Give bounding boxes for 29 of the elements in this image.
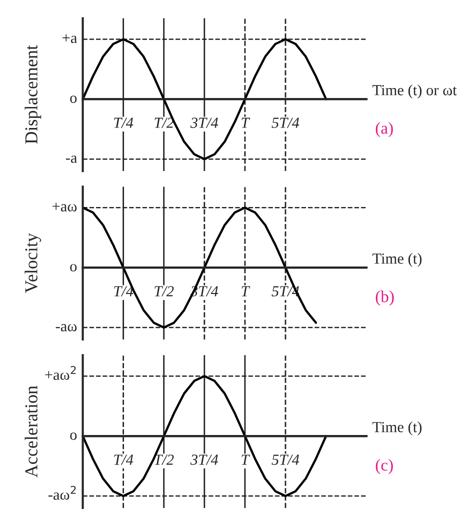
- x-tick-label: T: [242, 118, 250, 128]
- x-tick-label: 3T/4: [190, 118, 218, 128]
- x-tick-label: T/2: [154, 286, 174, 296]
- x-tick-label: T: [242, 286, 250, 296]
- x-tick-label: T/4: [114, 118, 134, 128]
- y-axis-title: Displacement: [24, 45, 42, 144]
- x-axis-title: Time (t): [372, 421, 422, 436]
- ref-line-label: -aω: [56, 324, 77, 332]
- x-tick-label: T/4: [114, 454, 134, 465]
- x-tick-label: 3T/4: [190, 454, 218, 465]
- x-tick-label: T/2: [154, 454, 174, 465]
- text: (b): [376, 290, 394, 306]
- ref-line-label: o: [70, 432, 77, 440]
- ref-line-label: +a: [62, 34, 78, 44]
- ref-line-label: -a: [66, 156, 78, 163]
- text: (c): [376, 458, 393, 474]
- text: (a): [376, 122, 393, 138]
- x-tick-label: 5T/4: [272, 454, 300, 465]
- y-axis-title: Acceleration: [24, 386, 38, 478]
- ref-line-label: +aω$^{2}$: [45, 366, 76, 380]
- x-tick-label: 5T/4: [272, 118, 300, 128]
- x-axis-title: Time (t): [372, 253, 422, 267]
- y-axis-title: Velocity: [24, 233, 42, 293]
- ref-line-label: -aω$^{2}$: [48, 486, 76, 500]
- x-axis-title: Time (t) or ωt: [372, 84, 457, 98]
- ref-line-label: +aω: [52, 202, 77, 212]
- x-tick-label: T: [242, 454, 250, 465]
- ref-line-label: o: [70, 264, 77, 272]
- ref-line-label: o: [70, 96, 77, 103]
